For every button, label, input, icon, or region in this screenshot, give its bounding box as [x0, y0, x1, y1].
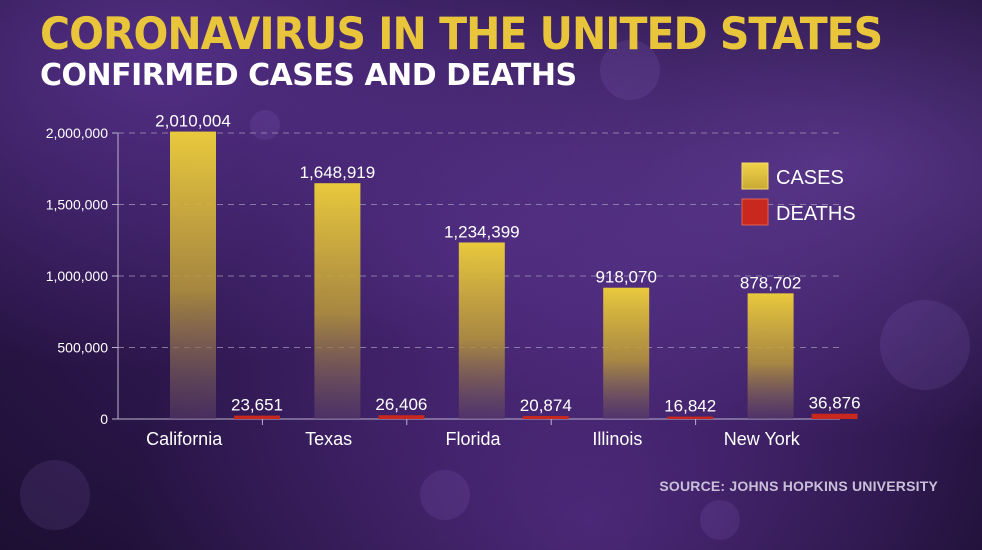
bar-cases	[314, 183, 361, 419]
bar-cases	[458, 242, 505, 419]
x-tick-label: Illinois	[592, 429, 642, 449]
data-label-deaths: 23,651	[231, 396, 283, 415]
legend-swatch-cases	[741, 162, 769, 190]
legend-label-cases: CASES	[776, 167, 844, 189]
bars	[170, 131, 858, 419]
y-tick-label: 1,500,000	[46, 197, 108, 213]
bar-deaths	[234, 415, 280, 419]
data-label-deaths: 26,406	[375, 395, 427, 414]
legend: CASES DEATHS	[741, 162, 856, 226]
chart-subtitle: CONFIRMED CASES AND DEATHS	[40, 58, 577, 93]
data-label-cases: 1,648,919	[300, 163, 376, 182]
legend-label-deaths: DEATHS	[776, 203, 856, 225]
data-label-deaths: 20,874	[520, 396, 572, 415]
data-label-cases: 878,702	[740, 273, 801, 292]
data-label-deaths: 16,842	[664, 397, 716, 416]
y-tick-label: 1,000,000	[46, 268, 108, 284]
data-labels: 2,010,004 23,651 California 1,648,919 26,406…	[146, 112, 860, 449]
legend-swatch-deaths	[741, 198, 769, 226]
x-tick-label: New York	[724, 429, 801, 449]
x-tick-label: Florida	[445, 429, 501, 449]
bar-deaths	[378, 415, 425, 419]
y-tick-label: 2,000,000	[46, 125, 108, 141]
source-note: SOURCE: JOHNS HOPKINS UNIVERSITY	[659, 478, 938, 494]
y-tick-label: 0	[100, 411, 108, 427]
bar-cases	[170, 131, 216, 419]
bar-cases	[603, 287, 650, 419]
bar-deaths	[522, 416, 569, 419]
data-label-cases: 1,234,399	[444, 222, 520, 241]
x-tick-label: Texas	[305, 429, 352, 449]
bar-deaths	[667, 416, 714, 419]
data-label-cases: 2,010,004	[155, 112, 231, 131]
bar-deaths	[811, 413, 858, 419]
data-label-cases: 918,070	[595, 268, 656, 287]
bar-cases	[747, 293, 794, 419]
y-tick-label: 500,000	[57, 340, 108, 356]
chart-title: CORONAVIRUS IN THE UNITED STATES	[40, 8, 883, 60]
data-label-deaths: 36,876	[809, 394, 861, 413]
x-tick-label: California	[146, 429, 223, 449]
